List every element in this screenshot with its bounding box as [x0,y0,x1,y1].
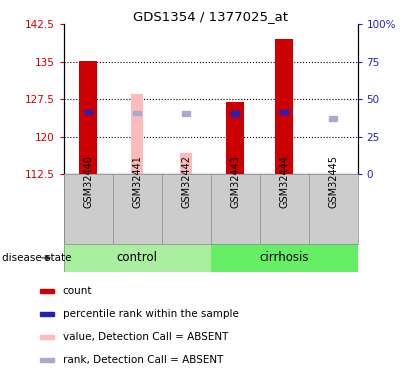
Text: count: count [63,286,92,296]
Bar [182,111,190,116]
Text: rank, Detection Call = ABSENT: rank, Detection Call = ABSENT [63,355,223,365]
Text: GSM32440: GSM32440 [83,155,93,208]
Text: GSM32444: GSM32444 [279,155,289,208]
Text: disease state: disease state [2,253,72,263]
Bar [231,111,239,116]
Bar [134,111,141,116]
Text: control: control [117,251,158,264]
Bar [280,110,288,114]
Bar [85,110,92,114]
Text: value, Detection Call = ABSENT: value, Detection Call = ABSENT [63,332,228,342]
Bar [211,244,358,272]
Bar [329,116,337,121]
Bar [226,102,245,174]
Text: percentile rank within the sample: percentile rank within the sample [63,309,239,319]
Bar [275,39,293,174]
Bar [79,61,97,174]
Bar [180,153,192,174]
Bar [40,335,53,339]
Text: cirrhosis: cirrhosis [259,251,309,264]
Text: GSM32442: GSM32442 [181,154,191,208]
Bar [64,244,210,272]
Title: GDS1354 / 1377025_at: GDS1354 / 1377025_at [133,10,288,23]
Bar [40,358,53,362]
Text: GSM32443: GSM32443 [230,155,240,208]
Bar [40,289,53,293]
Text: GSM32445: GSM32445 [328,154,338,208]
Bar [40,312,53,316]
Text: GSM32441: GSM32441 [132,155,142,208]
Bar [131,94,143,174]
